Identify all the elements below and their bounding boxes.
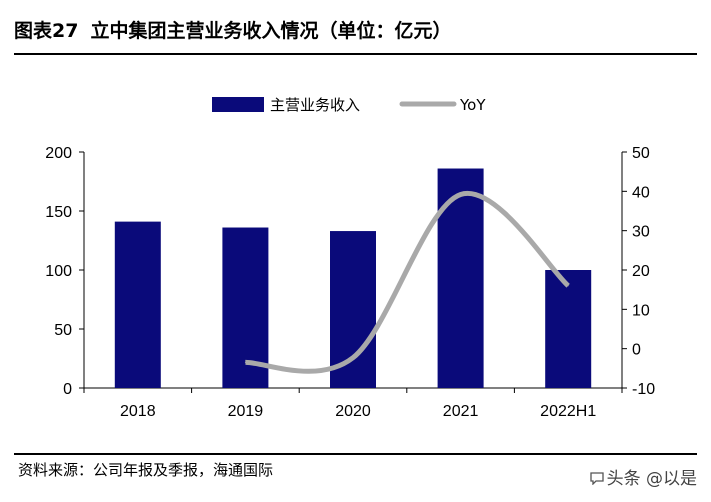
bottom-rule: [14, 453, 697, 455]
yoy-line: [245, 190, 570, 374]
x-category-label: 2018: [120, 403, 156, 420]
chat-bubble-icon: [589, 466, 605, 492]
chart-legend: 主营业务收入 YoY: [212, 96, 486, 114]
watermark-text: 头条 @以是: [606, 469, 697, 489]
figure-title: 图表27 立中集团主营业务收入情况（单位：亿元）: [14, 14, 697, 48]
yoy-point: [567, 285, 569, 287]
left-tick-label: 50: [54, 322, 72, 339]
right-tick-label: 30: [632, 224, 650, 241]
legend-label-revenue: 主营业务收入: [270, 96, 360, 114]
bar-2020: [330, 231, 376, 388]
x-category-label: 2020: [335, 403, 371, 420]
right-tick-label: -10: [632, 381, 655, 398]
yoy-point: [352, 357, 354, 359]
legend-swatch-revenue: [212, 97, 264, 112]
source-note: 资料来源：公司年报及季报，海通国际: [18, 461, 274, 479]
left-tick-label: 100: [45, 263, 72, 280]
right-tick-label: 50: [632, 145, 650, 162]
figure-label: 图表27: [14, 20, 79, 42]
right-tick-label: 10: [632, 302, 650, 319]
left-tick-label: 150: [45, 204, 72, 221]
top-rule: [14, 53, 697, 55]
x-category-label: 2022H1: [540, 403, 596, 420]
bar-2018: [114, 221, 161, 388]
x-category-label: 2019: [228, 403, 264, 420]
bar-2021: [437, 168, 484, 388]
right-tick-label: 20: [632, 263, 650, 280]
yoy-point: [460, 193, 462, 195]
left-tick-label: 200: [45, 145, 72, 162]
legend-label-yoy: YoY: [459, 96, 486, 114]
right-tick-label: 0: [632, 342, 641, 359]
figure-title-text: 立中集团主营业务收入情况（单位：亿元）: [90, 20, 452, 42]
x-category-label: 2021: [443, 403, 479, 420]
plot-area: 0 50 100 150 200 -10 0 10 20 30 40 50 2018 2019 2020 20…: [45, 145, 655, 420]
watermark: 头条 @以是: [589, 466, 697, 492]
bar-2022h1: [545, 270, 592, 388]
yoy-point: [244, 361, 246, 363]
right-tick-label: 40: [632, 184, 650, 201]
left-tick-label: 0: [63, 381, 72, 398]
